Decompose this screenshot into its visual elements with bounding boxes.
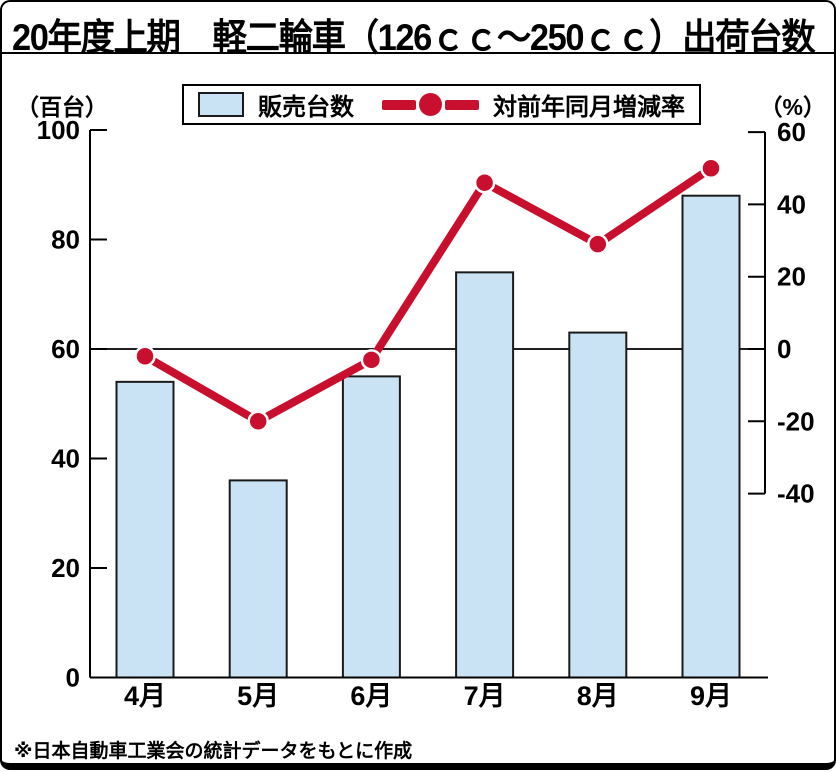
left-tick-label: 20 (51, 553, 80, 583)
line-point (700, 157, 722, 179)
month-label: 5月 (237, 681, 279, 711)
source-note: ※日本自動車工業会の統計データをもとに作成 (14, 741, 413, 762)
left-tick-label: 80 (51, 225, 80, 255)
left-tick-label: 60 (51, 334, 80, 364)
month-label: 6月 (350, 681, 392, 711)
sales-bar (115, 380, 175, 679)
line-point (247, 410, 269, 433)
title-divider (2, 52, 836, 54)
right-tick-label: 20 (777, 262, 806, 292)
right-axis-unit-label: （%） (759, 94, 826, 120)
month-label: 4月 (124, 681, 166, 711)
line-point (587, 233, 609, 255)
sales-bar (455, 271, 515, 679)
line-marker-dash (445, 99, 479, 110)
left-tick-label: 100 (37, 115, 80, 145)
left-axis-unit-label: （百台） (16, 94, 108, 120)
month-label: 7月 (464, 681, 506, 711)
right-tick-label: -20 (777, 406, 815, 436)
chart-title: 20年度上期 軽二輪車（126ｃｃ～250ｃｃ）出荷台数 (12, 17, 816, 58)
line-series-marker-icon (382, 93, 479, 116)
line-point (134, 345, 156, 367)
legend: 販売台数 対前年同月増減率 (182, 84, 701, 125)
bar-series-swatch-icon (198, 92, 244, 117)
right-tick-label: 40 (777, 189, 806, 219)
line-point (473, 171, 496, 194)
month-label: 9月 (690, 681, 732, 711)
right-tick-label: 60 (777, 117, 806, 147)
bar-series-legend-label: 販売台数 (258, 94, 354, 121)
month-label: 8月 (577, 681, 619, 711)
right-tick-label: -40 (777, 479, 815, 509)
line-point (360, 349, 383, 371)
line-marker-dot-icon (419, 93, 442, 116)
sales-bar (568, 331, 628, 679)
left-tick-label: 0 (66, 663, 80, 693)
right-tick-label: 0 (777, 334, 791, 364)
yoy-rate-line (143, 164, 714, 426)
line-marker-dash (382, 99, 416, 110)
left-tick-label: 40 (51, 444, 80, 474)
line-series-legend-label: 対前年同月増減率 (493, 94, 685, 121)
sales-bar (341, 375, 401, 679)
sales-bar (228, 479, 288, 679)
sales-bar (681, 194, 741, 679)
